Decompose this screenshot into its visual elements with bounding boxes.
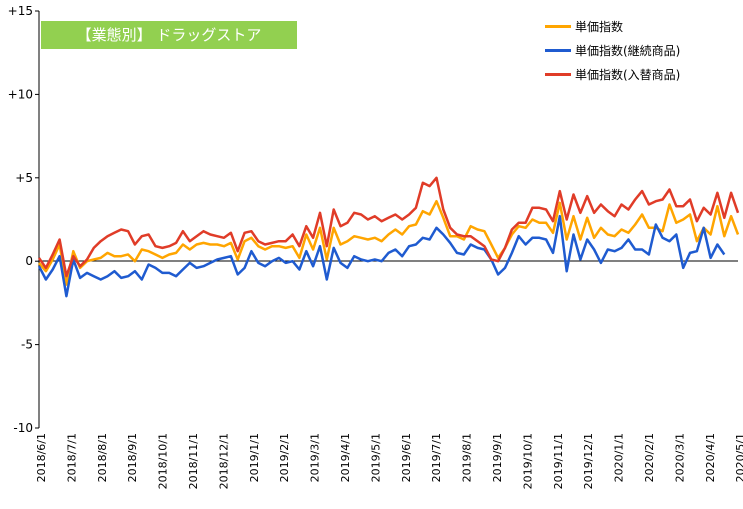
legend-item-continuing: 単価指数(継続商品): [545, 38, 680, 62]
x-tick-label: 2019/8/1: [461, 433, 474, 482]
x-tick-label: 2018/9/1: [126, 433, 139, 482]
y-tick-label: +15: [8, 4, 33, 18]
y-tick-label: 0: [25, 254, 33, 268]
y-tick-label: -10: [13, 421, 33, 435]
legend-swatch-replacement: [545, 72, 571, 76]
legend-swatch-continuing: [545, 48, 571, 52]
x-tick-label: 2019/12/1: [582, 433, 595, 489]
x-tick-label: 2018/12/1: [217, 433, 230, 489]
x-tick-label: 2020/3/1: [673, 433, 686, 482]
chart-legend: 単価指数 単価指数(継続商品) 単価指数(入替商品): [545, 14, 680, 86]
legend-label-continuing: 単価指数(継続商品): [575, 43, 681, 58]
x-tick-label: 2019/10/1: [521, 433, 534, 489]
x-tick-label: 2018/8/1: [96, 433, 109, 482]
x-tick-label: 2019/11/1: [552, 433, 565, 489]
x-tick-label: 2020/4/1: [704, 433, 717, 482]
x-tick-label: 2019/9/1: [491, 433, 504, 482]
x-tick-label: 2019/1/1: [248, 433, 261, 482]
x-tick-label: 2020/1/1: [613, 433, 626, 482]
x-tick-label: 2018/7/1: [65, 433, 78, 482]
series-line-1: [37, 214, 726, 298]
chart-title: 【業態別】 ドラッグストア: [41, 21, 297, 49]
legend-item-unit-price: 単価指数: [545, 14, 680, 38]
series-line-2: [37, 176, 740, 278]
legend-item-replacement: 単価指数(入替商品): [545, 62, 680, 86]
x-tick-label: 2019/5/1: [369, 433, 382, 482]
legend-label-unit-price: 単価指数: [575, 19, 624, 34]
x-tick-label: 2019/3/1: [309, 433, 322, 482]
y-tick-label: -5: [21, 338, 33, 352]
x-tick-label: 2019/7/1: [430, 433, 443, 482]
x-tick-label: 2019/6/1: [400, 433, 413, 482]
x-tick-label: 2019/2/1: [278, 433, 291, 482]
series-line-0: [38, 199, 740, 286]
x-tick-label: 2018/6/1: [35, 433, 48, 482]
y-tick-label: +5: [15, 171, 33, 185]
x-tick-label: 2019/4/1: [339, 433, 352, 482]
x-tick-label: 2020/2/1: [643, 433, 656, 482]
legend-swatch-unit-price: [545, 24, 571, 28]
x-tick-label: 2020/5/1: [734, 433, 743, 482]
y-tick-label: +10: [8, 87, 33, 101]
x-tick-label: 2018/11/1: [187, 433, 200, 489]
legend-label-replacement: 単価指数(入替商品): [575, 67, 681, 82]
x-tick-label: 2018/10/1: [157, 433, 170, 489]
